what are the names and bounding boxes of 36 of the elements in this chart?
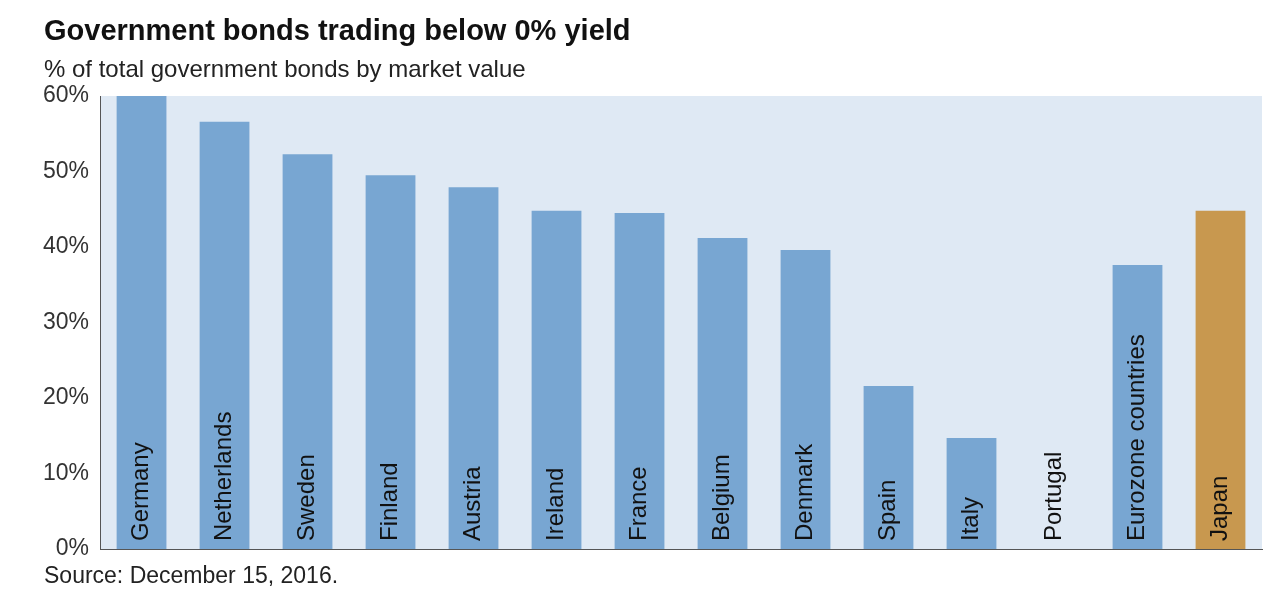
bar <box>614 213 665 549</box>
x-tick-label: Belgium <box>707 454 735 541</box>
y-tick-label: 50% <box>42 156 90 183</box>
bar <box>199 121 250 549</box>
x-tick-label: Netherlands <box>209 411 237 541</box>
bar <box>365 175 416 549</box>
bar <box>282 154 333 549</box>
y-tick-label: 40% <box>42 232 90 259</box>
x-tick-label: Ireland <box>541 467 569 541</box>
source-note: Source: December 15, 2016. <box>44 562 339 589</box>
y-tick-label: 0% <box>55 534 90 561</box>
y-tick-label: 20% <box>42 383 90 410</box>
x-tick-label: Germany <box>126 442 154 541</box>
x-tick-label: Italy <box>956 496 984 541</box>
x-tick-label: Japan <box>1205 475 1233 541</box>
bar <box>531 210 582 549</box>
bar <box>1195 210 1246 549</box>
bar <box>946 438 997 549</box>
y-tick-label: 10% <box>42 458 90 485</box>
bar <box>697 237 748 549</box>
x-tick-label: Portugal <box>1039 451 1067 541</box>
bar <box>780 250 831 549</box>
x-tick-label: Spain <box>873 479 901 541</box>
bar <box>448 187 499 549</box>
x-tick-label: Denmark <box>790 442 818 541</box>
x-tick-label: Finland <box>375 462 403 541</box>
chart-subtitle: % of total government bonds by market value <box>44 55 526 83</box>
chart-title: Government bonds trading below 0% yield <box>44 14 631 47</box>
x-tick-label: Austria <box>458 465 486 541</box>
bar <box>863 385 914 549</box>
y-tick-label: 60% <box>42 81 90 108</box>
y-tick-label: 30% <box>42 307 90 334</box>
x-tick-label: Sweden <box>292 454 320 541</box>
x-tick-label: Eurozone countries <box>1122 334 1150 541</box>
x-tick-label: France <box>624 466 652 541</box>
bar <box>116 96 167 549</box>
